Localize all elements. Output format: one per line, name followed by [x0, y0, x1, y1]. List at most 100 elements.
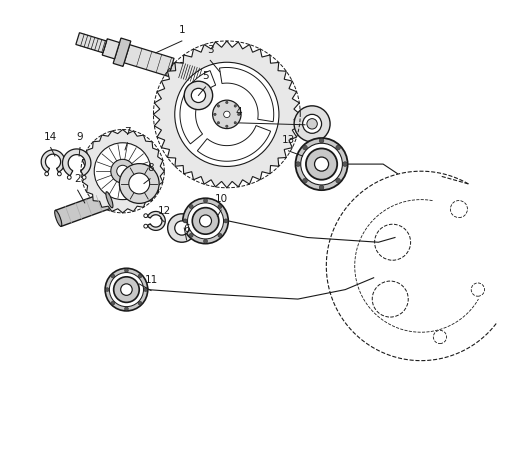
Circle shape: [216, 104, 237, 124]
Circle shape: [192, 208, 219, 234]
Circle shape: [374, 224, 411, 260]
Polygon shape: [102, 39, 120, 59]
Polygon shape: [219, 67, 274, 122]
Circle shape: [58, 172, 61, 176]
Circle shape: [94, 143, 151, 200]
Circle shape: [307, 119, 317, 129]
Circle shape: [234, 122, 237, 124]
Circle shape: [217, 104, 219, 107]
Text: 6: 6: [183, 224, 190, 234]
Circle shape: [213, 100, 241, 129]
Circle shape: [138, 274, 142, 278]
Circle shape: [189, 204, 193, 209]
Circle shape: [336, 178, 341, 183]
Circle shape: [183, 219, 187, 223]
Circle shape: [129, 173, 150, 194]
Polygon shape: [55, 192, 112, 227]
Circle shape: [183, 198, 228, 244]
Polygon shape: [197, 125, 270, 161]
Circle shape: [82, 176, 86, 180]
Circle shape: [106, 288, 109, 292]
Circle shape: [111, 301, 115, 305]
Circle shape: [144, 288, 148, 292]
Circle shape: [203, 199, 207, 203]
Circle shape: [116, 165, 128, 177]
Circle shape: [189, 233, 193, 238]
Polygon shape: [41, 150, 65, 172]
Circle shape: [167, 214, 196, 242]
Text: 1: 1: [178, 25, 185, 35]
Circle shape: [114, 277, 139, 303]
Circle shape: [433, 330, 447, 343]
Circle shape: [214, 113, 216, 115]
Circle shape: [303, 145, 307, 150]
Circle shape: [224, 111, 230, 117]
Text: 4: 4: [236, 107, 242, 117]
Circle shape: [144, 214, 148, 218]
Polygon shape: [153, 41, 300, 188]
Circle shape: [301, 143, 342, 185]
Circle shape: [343, 162, 347, 166]
Circle shape: [184, 81, 213, 110]
Circle shape: [119, 163, 159, 203]
Circle shape: [144, 224, 148, 228]
Polygon shape: [180, 71, 216, 144]
Circle shape: [188, 203, 224, 239]
Circle shape: [315, 157, 329, 171]
Circle shape: [68, 176, 71, 180]
Circle shape: [234, 104, 237, 107]
Polygon shape: [81, 130, 164, 213]
Circle shape: [105, 268, 148, 311]
Circle shape: [319, 185, 324, 190]
Circle shape: [111, 274, 115, 278]
Circle shape: [175, 221, 189, 235]
Text: 11: 11: [145, 275, 158, 285]
Polygon shape: [147, 211, 165, 230]
Polygon shape: [176, 62, 203, 84]
Circle shape: [213, 101, 240, 128]
Circle shape: [303, 114, 321, 133]
Circle shape: [306, 149, 337, 180]
Text: 14: 14: [44, 132, 57, 142]
Polygon shape: [76, 33, 107, 53]
Circle shape: [218, 233, 222, 238]
Circle shape: [217, 122, 219, 124]
Circle shape: [471, 283, 485, 296]
Text: 5: 5: [202, 71, 209, 81]
Text: 13: 13: [282, 135, 295, 145]
Text: 3: 3: [207, 45, 214, 55]
Circle shape: [109, 273, 144, 307]
Polygon shape: [124, 45, 174, 76]
Ellipse shape: [106, 192, 113, 208]
Circle shape: [200, 215, 212, 227]
Circle shape: [224, 219, 228, 223]
Circle shape: [138, 301, 142, 305]
Polygon shape: [170, 63, 180, 74]
Circle shape: [319, 138, 324, 143]
Circle shape: [303, 178, 307, 183]
Circle shape: [45, 172, 48, 176]
Circle shape: [121, 284, 132, 295]
Text: 12: 12: [158, 206, 171, 216]
Circle shape: [372, 281, 408, 317]
Circle shape: [175, 62, 279, 166]
Circle shape: [294, 106, 330, 142]
Polygon shape: [113, 38, 131, 66]
Circle shape: [220, 107, 234, 122]
Circle shape: [226, 101, 228, 104]
Circle shape: [191, 88, 205, 103]
Circle shape: [296, 162, 301, 166]
Circle shape: [295, 138, 347, 190]
Circle shape: [450, 200, 467, 218]
Text: 9: 9: [77, 132, 83, 142]
Text: 8: 8: [147, 163, 153, 173]
Circle shape: [336, 145, 341, 150]
Circle shape: [124, 307, 128, 311]
Text: 2: 2: [74, 174, 81, 184]
Polygon shape: [62, 149, 91, 176]
Circle shape: [218, 204, 222, 209]
Circle shape: [203, 239, 207, 243]
Text: 10: 10: [215, 194, 228, 204]
Circle shape: [238, 113, 240, 115]
Ellipse shape: [55, 210, 62, 227]
